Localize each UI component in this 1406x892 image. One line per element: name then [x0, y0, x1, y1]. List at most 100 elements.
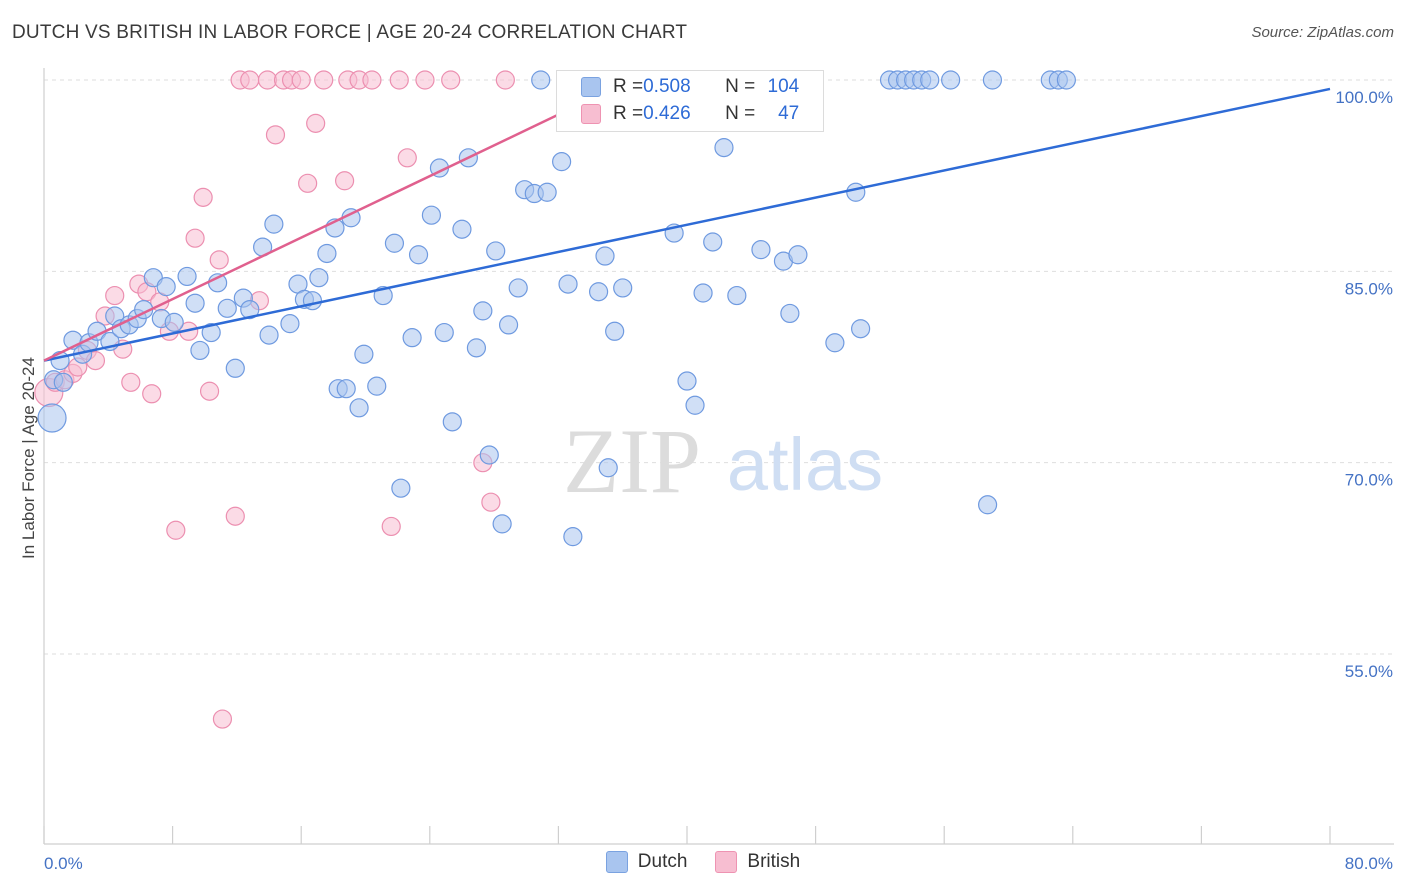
dutch-point [391, 478, 411, 498]
legend-item-british[interactable]: British [715, 851, 800, 873]
dutch-point [1056, 70, 1076, 90]
british-point [265, 125, 286, 145]
dutch-point [421, 205, 442, 225]
british-point [291, 70, 311, 90]
legend-item-dutch[interactable]: Dutch [605, 851, 688, 873]
dutch-n-label: N = [725, 76, 756, 97]
series-legend: Dutch British [0, 851, 1406, 873]
dutch-point [598, 458, 618, 478]
dutch-swatch [581, 77, 601, 97]
dutch-point [201, 322, 221, 343]
dutch-point [941, 70, 961, 90]
dutch-point [309, 268, 329, 288]
y-tick-label: 55.0% [1345, 662, 1393, 681]
dutch-point [978, 495, 998, 515]
legend-row-dutch: R = 0.508 N = 104 [581, 74, 799, 100]
british-point [306, 113, 326, 133]
dutch-point [920, 70, 940, 90]
dutch-point [851, 319, 871, 339]
dutch-point [185, 293, 205, 313]
dutch-point [479, 445, 499, 465]
british-point [381, 516, 401, 537]
dutch-point [498, 315, 519, 335]
chart-title: DUTCH VS BRITISH IN LABOR FORCE | AGE 20… [12, 22, 688, 43]
dutch-point [714, 138, 734, 158]
gridlines [44, 79, 1394, 655]
dutch-point [486, 241, 506, 261]
dutch-point [846, 182, 866, 202]
y-tick-label: 70.0% [1345, 471, 1393, 490]
dutch-point [53, 372, 73, 392]
dutch-point [259, 325, 279, 345]
british-point [166, 520, 186, 540]
dutch-point [402, 328, 422, 348]
source-label: Source: ZipAtlas.com [1251, 24, 1394, 41]
dutch-point [336, 379, 356, 399]
british-swatch [581, 104, 601, 124]
dutch-legend-swatch [605, 851, 628, 873]
dutch-point [217, 298, 237, 318]
british-point [397, 148, 417, 168]
dutch-point [384, 233, 405, 253]
british-point [105, 285, 125, 306]
dutch-points [37, 70, 1076, 547]
dutch-point [605, 321, 625, 341]
dutch-point [408, 245, 429, 265]
dutch-point [588, 282, 609, 302]
dutch-point [685, 395, 705, 415]
british-trend-line [43, 78, 632, 362]
british-point [362, 70, 382, 90]
dutch-trend-line [43, 87, 1331, 362]
dutch-point [531, 70, 551, 90]
dutch-point [473, 301, 493, 321]
dutch-point [190, 340, 210, 361]
dutch-point [50, 351, 70, 371]
dutch-point [302, 291, 323, 311]
x-tick-label: 0.0% [44, 854, 83, 873]
dutch-point [37, 403, 67, 433]
dutch-point [508, 278, 528, 298]
dutch-point [492, 514, 512, 534]
dutch-r-value: 0.508 [643, 76, 691, 97]
trend-lines [43, 78, 1331, 362]
dutch-point [466, 338, 487, 358]
dutch-point [825, 333, 845, 353]
dutch-point [563, 527, 583, 547]
dutch-point [537, 182, 557, 202]
dutch-point [349, 398, 369, 418]
british-point [495, 70, 515, 90]
british-point [335, 171, 355, 191]
british-point [199, 381, 220, 401]
watermark-zip: ZIP [563, 410, 701, 512]
british-r-label: R = [613, 103, 644, 124]
y-tick-label: 100.0% [1335, 88, 1393, 107]
dutch-legend-label: Dutch [637, 851, 688, 872]
x-tick-label: 80.0% [1345, 854, 1393, 873]
british-point [185, 228, 205, 248]
dutch-point [225, 358, 245, 378]
dutch-point [558, 274, 578, 294]
dutch-point [693, 283, 713, 303]
dutch-point [264, 214, 284, 234]
british-point [121, 372, 141, 392]
british-legend-label: British [747, 851, 801, 872]
british-n-label: N = [725, 103, 756, 124]
british-point [481, 492, 501, 512]
dutch-point [613, 278, 633, 298]
correlation-legend: R = 0.508 N = 104 R = 0.426 N = 47 [556, 70, 824, 132]
dutch-r-label: R = [613, 76, 644, 97]
dutch-point [452, 219, 472, 239]
british-point [441, 70, 461, 90]
british-point [209, 250, 229, 270]
british-point [142, 384, 162, 404]
dutch-point [595, 246, 615, 266]
legend-row-british: R = 0.426 N = 47 [581, 101, 799, 127]
dutch-point [156, 277, 176, 297]
dutch-point [788, 245, 808, 265]
dutch-point [280, 314, 300, 334]
dutch-point [703, 232, 723, 252]
dutch-point [751, 240, 771, 260]
dutch-point [552, 152, 572, 172]
british-n-value: 47 [778, 103, 800, 124]
